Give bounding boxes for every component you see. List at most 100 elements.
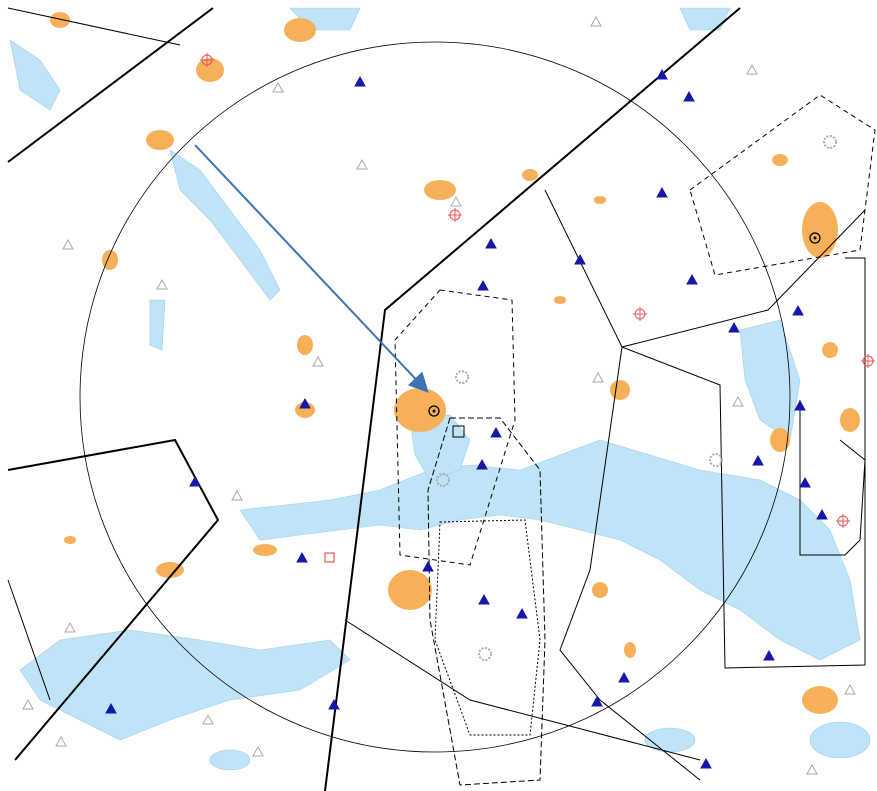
navaid bbox=[806, 763, 818, 775]
obstacle bbox=[452, 425, 465, 438]
aerodrome bbox=[428, 405, 440, 417]
lake bbox=[169, 149, 281, 301]
markers bbox=[22, 15, 875, 775]
town bbox=[156, 562, 184, 578]
navaid bbox=[686, 273, 698, 285]
town bbox=[624, 642, 636, 658]
navaid bbox=[490, 426, 502, 438]
restricted-area bbox=[394, 289, 516, 566]
towns bbox=[50, 12, 860, 714]
town bbox=[594, 196, 606, 204]
restricted-area bbox=[427, 417, 546, 786]
town bbox=[802, 686, 838, 714]
navaid bbox=[252, 745, 264, 757]
navaid bbox=[732, 395, 744, 407]
town bbox=[802, 202, 838, 258]
navaid bbox=[816, 508, 828, 520]
restricted-area bbox=[434, 519, 541, 736]
navaid bbox=[485, 237, 497, 249]
vor bbox=[823, 135, 837, 149]
navaid bbox=[752, 454, 764, 466]
town bbox=[394, 388, 446, 432]
boundary bbox=[621, 209, 866, 348]
airspace-boundaries bbox=[7, 7, 876, 791]
navaid bbox=[799, 476, 811, 488]
boundary bbox=[7, 579, 51, 701]
boundary bbox=[559, 346, 701, 781]
town bbox=[522, 169, 538, 181]
town bbox=[297, 335, 313, 355]
boundary bbox=[344, 619, 701, 761]
boundary bbox=[7, 7, 214, 163]
reporting-point bbox=[836, 514, 850, 528]
town bbox=[64, 536, 76, 544]
town bbox=[102, 250, 118, 270]
boundary bbox=[324, 7, 741, 791]
lake bbox=[239, 439, 861, 661]
navaid bbox=[794, 399, 806, 411]
navaid bbox=[763, 649, 775, 661]
town bbox=[284, 18, 316, 42]
navaid bbox=[478, 593, 490, 605]
town bbox=[554, 296, 566, 304]
range-ring bbox=[79, 41, 791, 753]
navaid bbox=[299, 397, 311, 409]
town bbox=[388, 570, 432, 610]
navaid bbox=[476, 458, 488, 470]
navaid bbox=[296, 551, 308, 563]
navaid bbox=[354, 75, 366, 87]
town bbox=[295, 402, 315, 418]
navaid bbox=[844, 683, 856, 695]
navaid bbox=[55, 735, 67, 747]
navaid bbox=[574, 253, 586, 265]
vor bbox=[436, 473, 450, 487]
lake bbox=[644, 727, 696, 753]
lake bbox=[679, 7, 731, 31]
navaid bbox=[746, 63, 758, 75]
town bbox=[770, 428, 790, 452]
reporting-point bbox=[200, 53, 214, 67]
navaid bbox=[312, 355, 324, 367]
navaid bbox=[728, 321, 740, 333]
town bbox=[822, 342, 838, 358]
vor bbox=[709, 453, 723, 467]
town bbox=[610, 380, 630, 400]
vor bbox=[478, 647, 492, 661]
aerodromes bbox=[324, 232, 821, 563]
lake bbox=[149, 299, 166, 351]
pointer-arrow bbox=[194, 144, 429, 393]
vor bbox=[455, 370, 469, 384]
navaid bbox=[618, 671, 630, 683]
reporting-point bbox=[861, 354, 875, 368]
navaid bbox=[792, 304, 804, 316]
navaid bbox=[450, 195, 462, 207]
town bbox=[50, 12, 70, 28]
heliport bbox=[324, 552, 335, 563]
navaid bbox=[592, 371, 604, 383]
navaid bbox=[477, 279, 489, 291]
lake bbox=[209, 749, 251, 771]
navaid bbox=[64, 621, 76, 633]
navaid bbox=[22, 698, 34, 710]
navaid bbox=[328, 698, 340, 710]
navaid bbox=[516, 607, 528, 619]
navaid bbox=[356, 158, 368, 170]
aerodrome bbox=[813, 236, 817, 240]
lake bbox=[809, 721, 871, 759]
reporting-point bbox=[448, 208, 462, 222]
navaid bbox=[189, 475, 201, 487]
navaid bbox=[422, 560, 434, 572]
navaid bbox=[272, 81, 284, 93]
navaid bbox=[656, 186, 668, 198]
navaid bbox=[62, 238, 74, 250]
navaid bbox=[656, 68, 668, 80]
town bbox=[592, 582, 608, 598]
navaid bbox=[590, 15, 602, 27]
navaid bbox=[105, 702, 117, 714]
boundary bbox=[7, 7, 181, 46]
navaid bbox=[156, 278, 168, 290]
navaid bbox=[231, 489, 243, 501]
town bbox=[253, 544, 277, 556]
